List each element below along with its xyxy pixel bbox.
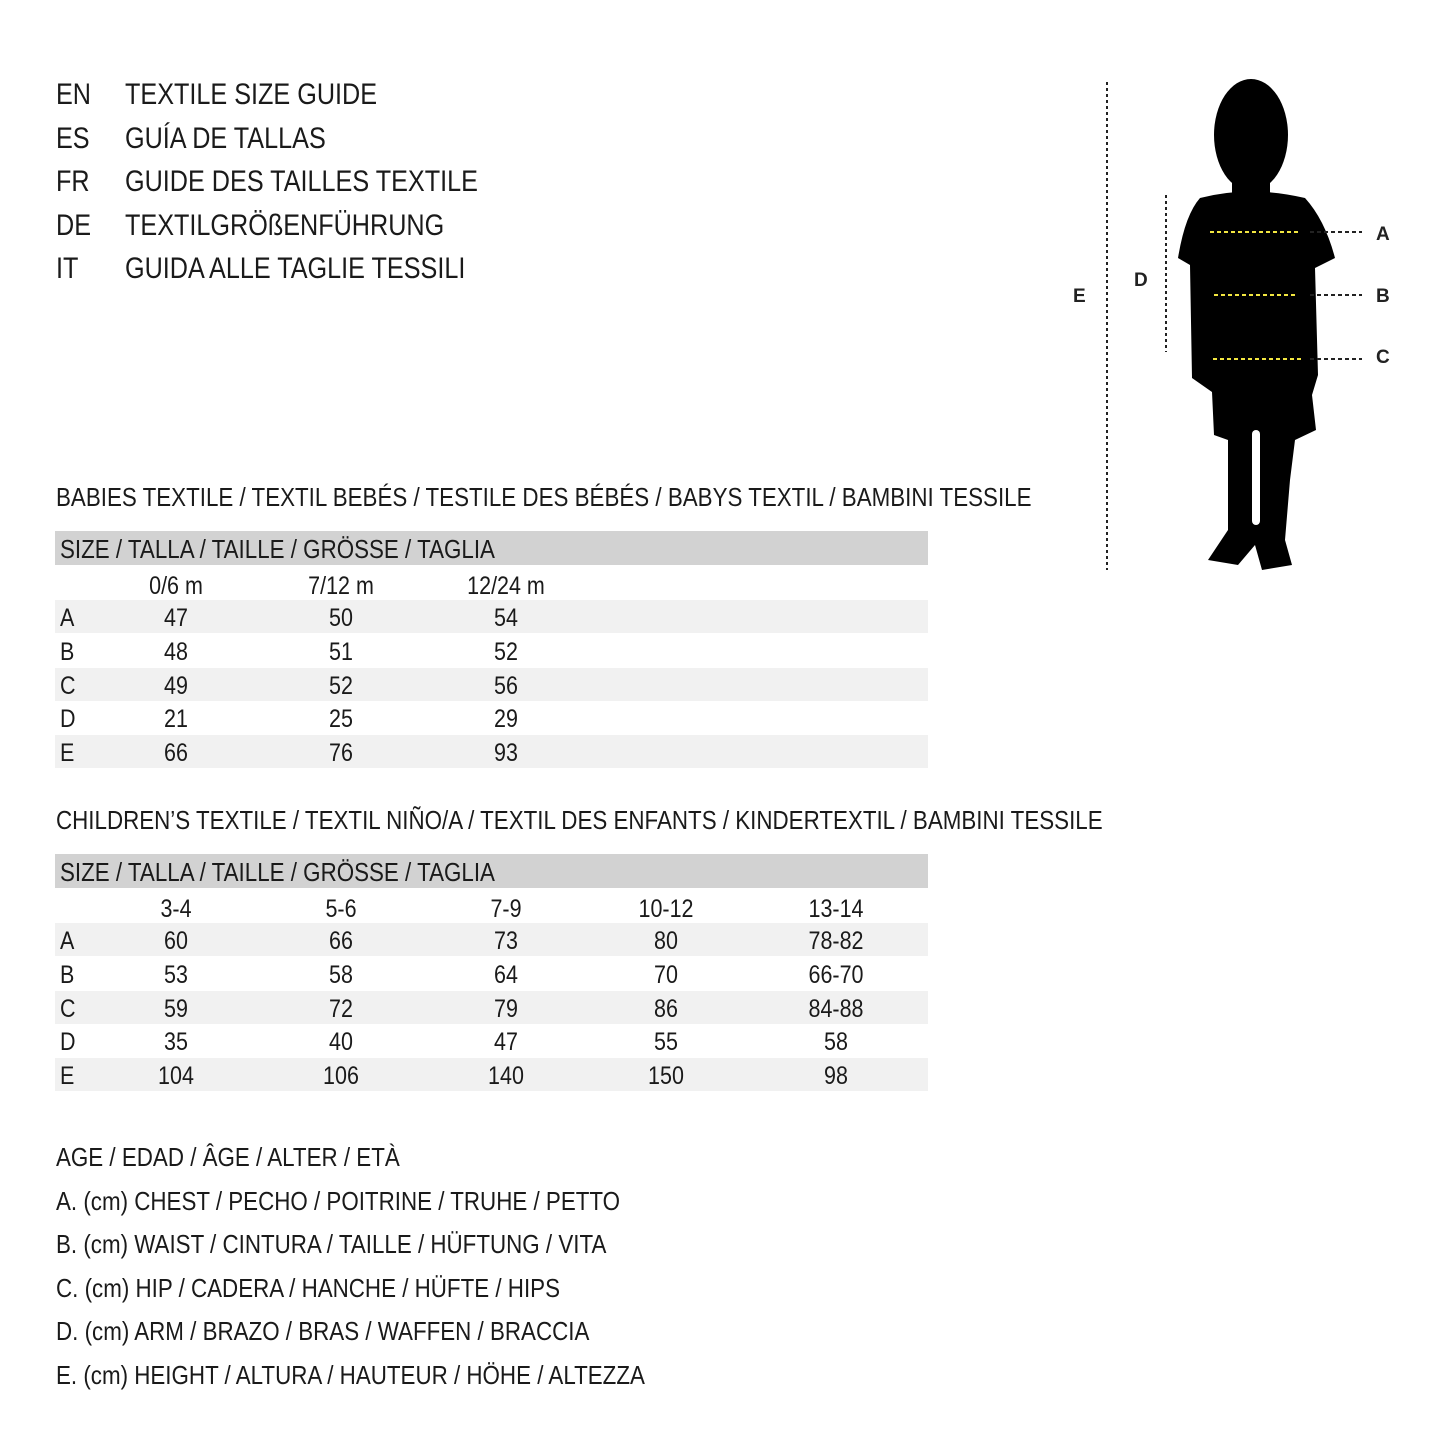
table-cell: 52 xyxy=(329,671,353,700)
children-heading: CHILDREN’S TEXTILE / TEXTIL NIÑO/A / TEX… xyxy=(56,805,1103,835)
language-code: FR xyxy=(56,165,90,198)
table-cell: 48 xyxy=(164,637,188,666)
label-d: D xyxy=(1134,270,1148,291)
table-cell: 76 xyxy=(329,739,353,768)
column-header: 13-14 xyxy=(808,895,864,923)
table-cell: 52 xyxy=(494,637,518,666)
row-label: D xyxy=(60,1028,76,1057)
row-label: D xyxy=(60,705,76,734)
table-cell: 150 xyxy=(648,1062,684,1091)
column-header-row: 0/6 m 7/12 m 12/24 m xyxy=(55,568,928,601)
row-label: C xyxy=(60,994,76,1023)
size-header-label: SIZE / TALLA / TAILLE / GRÖSSE / TAGLIA xyxy=(60,534,495,564)
language-code: ES xyxy=(56,121,90,155)
child-silhouette-icon: A B C D E xyxy=(1073,79,1390,570)
table-cell: 70 xyxy=(654,960,678,989)
label-c: C xyxy=(1376,347,1390,368)
guide-title: TEXTILGRÖßENFÜHRUNG xyxy=(125,208,445,242)
legend-item: D. (cm) ARM / BRAZO / BRAS / WAFFEN / BR… xyxy=(56,1316,590,1346)
table-cell: 58 xyxy=(329,960,353,989)
table-cell: 47 xyxy=(494,1028,518,1057)
table-cell: 104 xyxy=(158,1062,194,1091)
label-b: B xyxy=(1376,286,1390,307)
table-cell: 56 xyxy=(494,671,518,700)
table-cell: 47 xyxy=(164,604,188,632)
table-cell: 58 xyxy=(824,1028,848,1057)
table-cell: 40 xyxy=(329,1028,353,1057)
column-header: 3-4 xyxy=(160,895,192,923)
table-cell: 29 xyxy=(494,705,518,734)
label-a: A xyxy=(1376,224,1390,245)
guide-title: TEXTILE SIZE GUIDE xyxy=(125,78,378,111)
row-label: C xyxy=(60,671,76,700)
column-header: 0/6 m xyxy=(149,572,203,600)
size-header-label: SIZE / TALLA / TAILLE / GRÖSSE / TAGLIA xyxy=(60,857,495,887)
column-header: 12/24 m xyxy=(467,572,545,600)
table-row: E 104 106 140 150 98 xyxy=(55,1058,928,1092)
row-label: A xyxy=(60,927,75,955)
table-row: B 48 51 52 xyxy=(55,634,928,667)
table-cell: 80 xyxy=(654,927,678,955)
table-cell: 72 xyxy=(329,994,353,1023)
table-cell: 66 xyxy=(164,739,188,768)
table-cell: 66-70 xyxy=(808,960,864,989)
table-cell: 79 xyxy=(494,994,518,1023)
table-cell: 60 xyxy=(164,927,188,955)
row-label: E xyxy=(60,1062,75,1091)
table-row: A 60 66 73 80 78-82 xyxy=(55,923,928,956)
table-cell: 98 xyxy=(824,1062,848,1091)
table-cell: 64 xyxy=(494,960,518,989)
table-cell: 50 xyxy=(329,604,353,632)
column-header: 7-9 xyxy=(490,895,522,923)
table-cell: 84-88 xyxy=(808,994,864,1023)
language-code: EN xyxy=(56,78,92,111)
table-row: C 59 72 79 86 84-88 xyxy=(55,990,928,1024)
legend-item: C. (cm) HIP / CADERA / HANCHE / HÜFTE / … xyxy=(56,1272,560,1303)
table-cell: 66 xyxy=(329,927,353,955)
table-cell: 25 xyxy=(329,705,353,734)
guide-title: GUÍA DE TALLAS xyxy=(125,121,326,155)
row-label: B xyxy=(60,960,75,989)
table-cell: 59 xyxy=(164,994,188,1023)
table-cell: 21 xyxy=(164,705,188,734)
row-label: B xyxy=(60,637,75,666)
column-header-row: 3-4 5-6 7-9 10-12 13-14 xyxy=(55,891,928,924)
table-cell: 140 xyxy=(488,1062,524,1091)
table-cell: 55 xyxy=(654,1028,678,1057)
table-row: B 53 58 64 70 66-70 xyxy=(55,957,928,990)
table-row: E 66 76 93 xyxy=(55,735,928,769)
babies-heading: BABIES TEXTILE / TEXTIL BEBÉS / TESTILE … xyxy=(56,482,1032,512)
table-cell: 49 xyxy=(164,671,188,700)
table-cell: 93 xyxy=(494,739,518,768)
label-e: E xyxy=(1073,286,1086,307)
language-code: DE xyxy=(56,208,92,242)
legend-item: B. (cm) WAIST / CINTURA / TAILLE / HÜFTU… xyxy=(56,1229,607,1259)
table-cell: 73 xyxy=(494,927,518,955)
table-cell: 106 xyxy=(323,1062,359,1091)
legend-item: A. (cm) CHEST / PECHO / POITRINE / TRUHE… xyxy=(56,1185,621,1216)
guide-title: GUIDA ALLE TAGLIE TESSILI xyxy=(125,252,466,285)
table-cell: 53 xyxy=(164,960,188,989)
table-row: D 35 40 47 55 58 xyxy=(55,1024,928,1057)
table-cell: 78-82 xyxy=(808,927,864,955)
column-header: 5-6 xyxy=(325,895,357,923)
table-cell: 54 xyxy=(494,604,518,632)
language-code: IT xyxy=(56,252,79,285)
table-row: A 47 50 54 xyxy=(55,600,928,633)
size-header-bar: SIZE / TALLA / TAILLE / GRÖSSE / TAGLIA xyxy=(55,531,928,565)
legend-item: AGE / EDAD / ÂGE / ALTER / ETÀ xyxy=(56,1142,400,1172)
guide-title: GUIDE DES TAILLES TEXTILE xyxy=(125,165,478,198)
table-cell: 51 xyxy=(329,637,353,666)
table-row: C 49 52 56 xyxy=(55,667,928,701)
legend-item: E. (cm) HEIGHT / ALTURA / HAUTEUR / HÖHE… xyxy=(56,1359,645,1390)
column-header: 10-12 xyxy=(638,895,694,923)
table-cell: 35 xyxy=(164,1028,188,1057)
table-cell: 86 xyxy=(654,994,678,1023)
table-row: D 21 25 29 xyxy=(55,701,928,734)
column-header: 7/12 m xyxy=(308,572,374,600)
row-label: E xyxy=(60,739,75,768)
size-header-bar: SIZE / TALLA / TAILLE / GRÖSSE / TAGLIA xyxy=(55,854,928,888)
row-label: A xyxy=(60,604,75,632)
